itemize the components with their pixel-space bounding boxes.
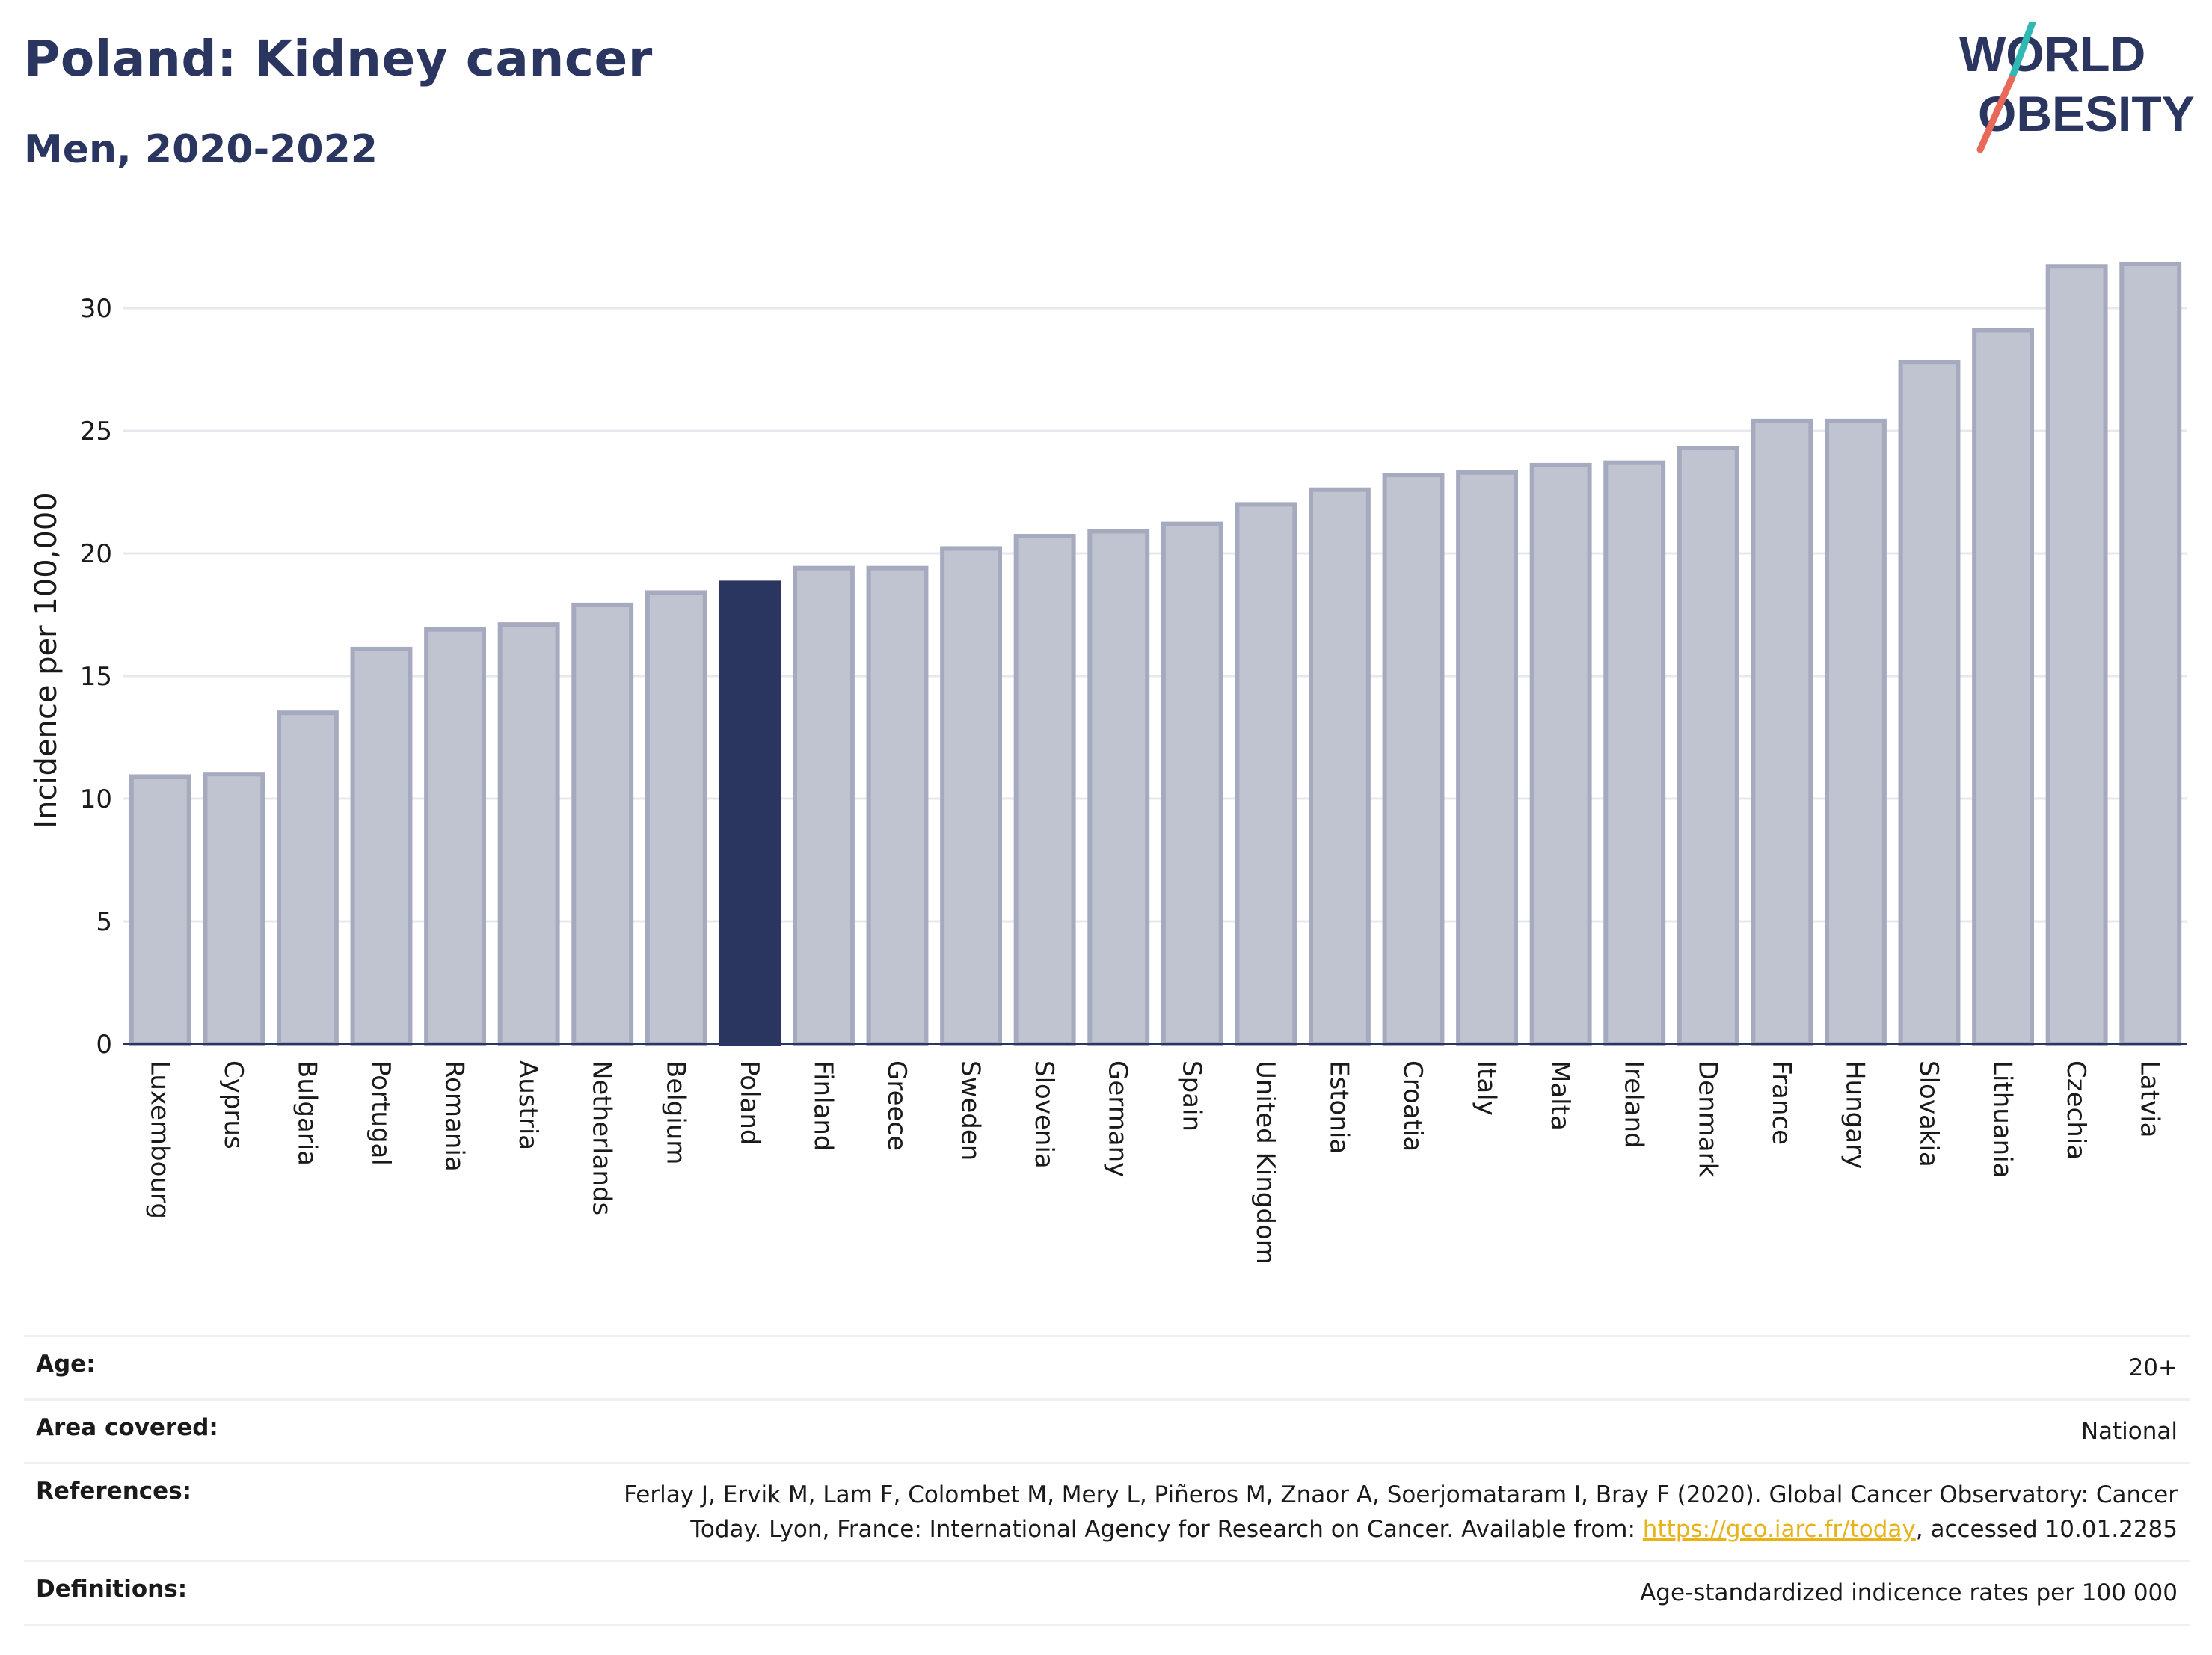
bar-czechia bbox=[2045, 264, 2108, 1046]
x-tick-label: Ireland bbox=[1619, 1060, 1649, 1149]
bar-spain bbox=[1161, 521, 1223, 1046]
logo-slash-teal bbox=[2008, 22, 2036, 82]
bar-latvia bbox=[2119, 261, 2182, 1047]
bar-portugal bbox=[350, 646, 413, 1046]
bar-poland bbox=[719, 580, 781, 1046]
bar-germany bbox=[1087, 529, 1150, 1046]
x-tick-label: Denmark bbox=[1692, 1060, 1722, 1178]
x-tick-label: Bulgaria bbox=[292, 1060, 322, 1166]
x-tick-label: Malta bbox=[1545, 1060, 1575, 1131]
bar-france bbox=[1751, 418, 1813, 1046]
x-tick-label: Croatia bbox=[1398, 1060, 1428, 1152]
bar-slovenia bbox=[1013, 534, 1076, 1046]
info-label: Age: bbox=[24, 1335, 422, 1400]
x-tick-label: Portugal bbox=[366, 1060, 396, 1166]
bar-greece bbox=[866, 565, 929, 1046]
bar-slovakia bbox=[1898, 360, 1961, 1047]
chart-title: Poland: Kidney cancer bbox=[24, 30, 653, 87]
bar-luxembourg bbox=[129, 774, 191, 1046]
x-tick-label: Cyprus bbox=[218, 1060, 248, 1149]
world-obesity-logo: WORLD OBESITY bbox=[1959, 22, 2195, 153]
info-value: 20+ bbox=[422, 1335, 2190, 1400]
x-tick-label: Czechia bbox=[2061, 1060, 2091, 1160]
info-value: Age-standardized indicence rates per 100… bbox=[422, 1560, 2190, 1626]
y-tick-label: 30 bbox=[80, 294, 112, 324]
bar-bulgaria bbox=[276, 710, 339, 1046]
bar-chart: 0 5 10 15 20 25 30 Luxembourg Cyprus Bulgaria Por… bbox=[29, 261, 2187, 1265]
x-tick-label: Spain bbox=[1176, 1060, 1206, 1132]
reference-text-3: , accessed 10.01.2285 bbox=[1915, 1516, 2178, 1543]
bar-lithuania bbox=[1972, 328, 2035, 1046]
info-row-references: References: Ferlay J, Ervik M, Lam F, Co… bbox=[24, 1462, 2190, 1562]
bar-ireland bbox=[1603, 460, 1666, 1046]
bar-hungary bbox=[1824, 418, 1887, 1046]
x-tick-label: Sweden bbox=[956, 1060, 986, 1161]
x-tick-label: Slovenia bbox=[1029, 1060, 1059, 1169]
info-table: Age: 20+ Area covered: National Referenc… bbox=[24, 1335, 2190, 1626]
bar-italy bbox=[1456, 470, 1519, 1046]
y-tick-label: 25 bbox=[80, 417, 112, 446]
y-tick-label: 5 bbox=[96, 907, 112, 937]
y-axis-label: Incidence per 100,000 bbox=[29, 492, 64, 829]
x-tick-label: Lithuania bbox=[1988, 1060, 2018, 1178]
x-tick-label: Austria bbox=[513, 1060, 543, 1150]
logo-line-2: OBESITY bbox=[1978, 86, 2195, 141]
bar-belgium bbox=[645, 590, 707, 1046]
info-row-area: Area covered: National bbox=[24, 1398, 2190, 1464]
bar-malta bbox=[1529, 462, 1592, 1046]
x-tick-label: Estonia bbox=[1324, 1060, 1354, 1154]
x-tick-label: Belgium bbox=[660, 1060, 690, 1164]
x-tick-label: Romania bbox=[440, 1060, 470, 1172]
info-label: Definitions: bbox=[24, 1560, 422, 1626]
bar-cyprus bbox=[203, 772, 265, 1046]
info-row-definitions: Definitions: Age-standardized indicence … bbox=[24, 1560, 2190, 1626]
reference-text-1: Ferlay J, Ervik M, Lam F, Colombet M, Me… bbox=[624, 1481, 2178, 1508]
info-label: Area covered: bbox=[24, 1398, 422, 1464]
x-tick-label: Greece bbox=[882, 1060, 912, 1151]
x-tick-label: United Kingdom bbox=[1250, 1060, 1280, 1265]
x-tick-label: Hungary bbox=[1840, 1060, 1870, 1169]
bar-netherlands bbox=[571, 602, 634, 1046]
x-tick-label: Poland bbox=[734, 1060, 764, 1146]
bar-estonia bbox=[1308, 487, 1371, 1046]
bars bbox=[129, 261, 2182, 1047]
x-tick-label: France bbox=[1766, 1060, 1796, 1145]
info-value: National bbox=[422, 1398, 2190, 1464]
x-tick-label: Italy bbox=[1472, 1060, 1502, 1116]
x-tick-label: Finland bbox=[808, 1060, 838, 1152]
bar-denmark bbox=[1677, 445, 1739, 1046]
bar-sweden bbox=[940, 546, 1003, 1046]
bar-united-kingdom bbox=[1235, 502, 1297, 1046]
logo-slash-coral bbox=[1976, 75, 2015, 153]
bar-austria bbox=[497, 622, 560, 1046]
bar-finland bbox=[792, 565, 855, 1046]
bar-romania bbox=[424, 627, 487, 1046]
info-value: Ferlay J, Ervik M, Lam F, Colombet M, Me… bbox=[422, 1462, 2190, 1562]
reference-text-2: Today. Lyon, France: International Agenc… bbox=[690, 1516, 1643, 1543]
y-tick-label: 10 bbox=[80, 784, 112, 814]
x-tick-label: Slovakia bbox=[1914, 1060, 1944, 1167]
x-tick-label: Luxembourg bbox=[144, 1060, 174, 1219]
info-label: References: bbox=[24, 1462, 422, 1562]
chart-subtitle: Men, 2020-2022 bbox=[24, 127, 378, 172]
x-tick-label: Germany bbox=[1103, 1060, 1133, 1177]
info-row-age: Age: 20+ bbox=[24, 1335, 2190, 1400]
reference-link[interactable]: https://gco.iarc.fr/today bbox=[1642, 1516, 1916, 1543]
y-tick-label: 20 bbox=[80, 539, 112, 569]
y-tick-label: 15 bbox=[80, 662, 112, 692]
logo-line-1: WORLD bbox=[1959, 26, 2145, 82]
x-tick-label: Latvia bbox=[2135, 1060, 2165, 1138]
x-tick-label: Netherlands bbox=[587, 1060, 617, 1215]
x-axis-labels: Luxembourg Cyprus Bulgaria Portugal Romania A… bbox=[144, 1060, 2164, 1265]
y-tick-label: 0 bbox=[96, 1030, 112, 1060]
y-axis-ticks: 0 5 10 15 20 25 30 bbox=[80, 294, 112, 1060]
bar-croatia bbox=[1382, 473, 1445, 1046]
